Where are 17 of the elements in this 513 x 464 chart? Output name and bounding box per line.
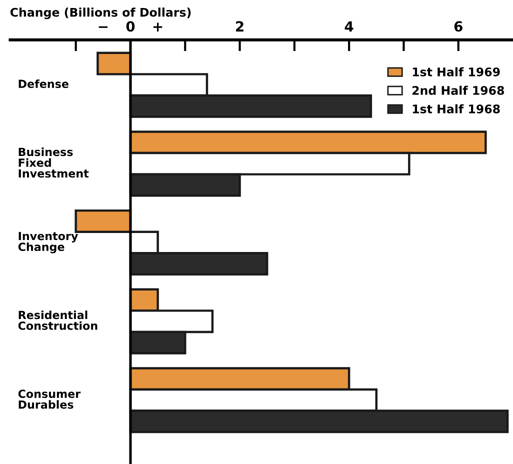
x-tick-label: + bbox=[153, 22, 162, 32]
y-tick-label: Inventory Change bbox=[18, 232, 78, 254]
bar bbox=[96, 52, 132, 76]
x-tick-label: 0 bbox=[126, 21, 135, 32]
x-axis-title: Change (Billions of Dollars) bbox=[10, 8, 191, 20]
y-tick-label: Defense bbox=[18, 79, 68, 88]
x-tick-label: 4 bbox=[344, 21, 354, 32]
y-tick-label: Business Fixed Investment bbox=[18, 148, 89, 178]
x-tick-label: − bbox=[98, 26, 108, 28]
x-tick-label: 6 bbox=[454, 21, 462, 32]
bar bbox=[74, 209, 132, 233]
x-tick-label: 2 bbox=[236, 21, 244, 32]
legend-label: 1st Half 1969 bbox=[412, 67, 500, 76]
y-tick-label: Residential Construction bbox=[18, 310, 98, 330]
legend-label: 1st Half 1968 bbox=[412, 104, 500, 114]
y-tick-label: Consumer Durables bbox=[18, 390, 81, 409]
legend-label: 2nd Half 1968 bbox=[412, 86, 504, 95]
